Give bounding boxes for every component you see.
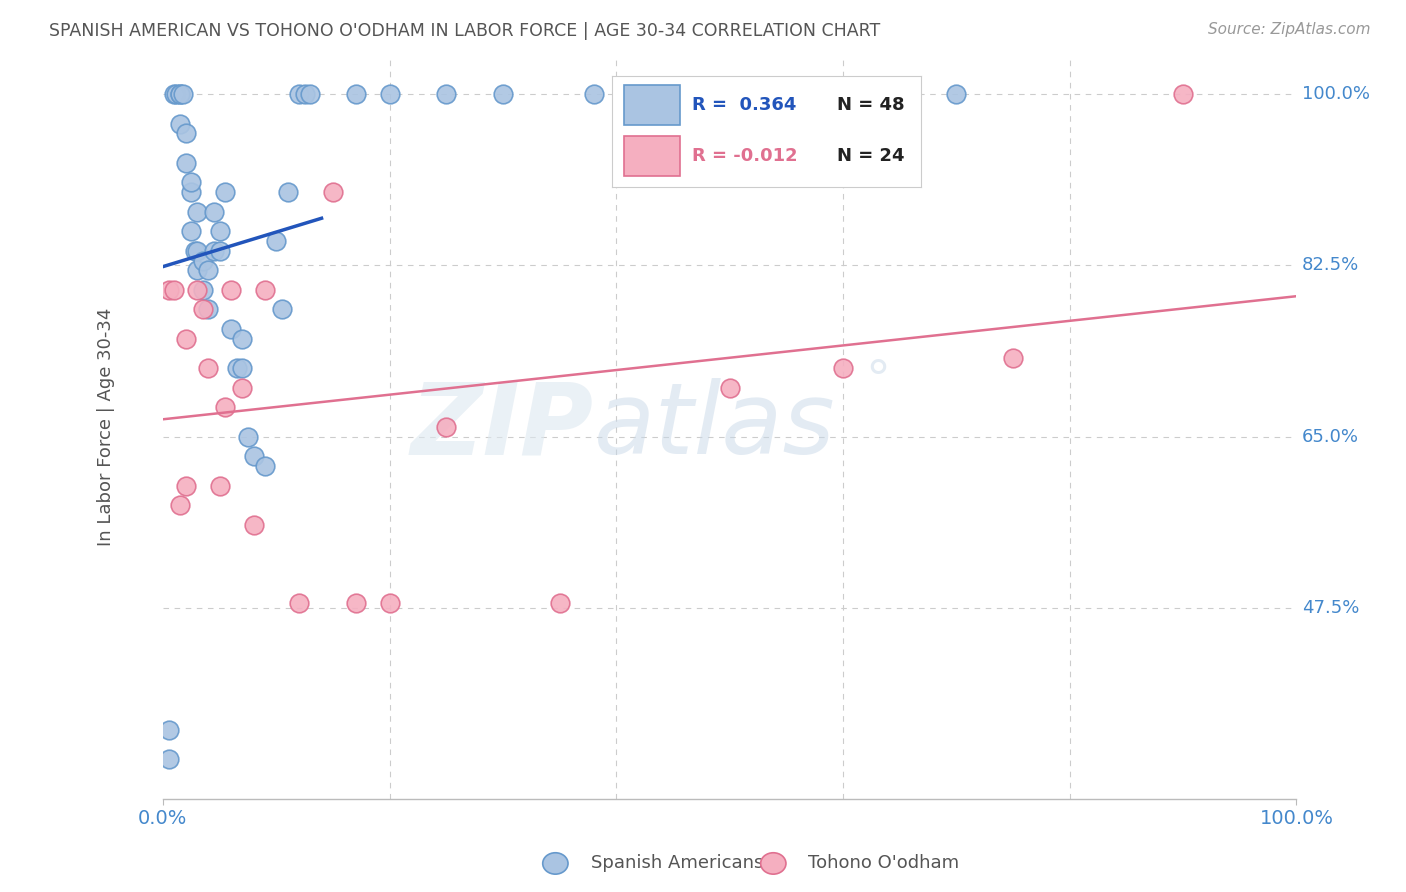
Point <box>163 87 186 102</box>
Point <box>299 87 322 102</box>
Point <box>157 283 180 297</box>
Point <box>294 87 316 102</box>
Point <box>180 224 202 238</box>
Text: 100.0%: 100.0% <box>1302 86 1369 103</box>
Text: Tohono O'odham: Tohono O'odham <box>808 855 959 872</box>
Text: R = -0.012: R = -0.012 <box>692 147 797 165</box>
Point <box>492 87 515 102</box>
Point <box>208 224 231 238</box>
Text: In Labor Force | Age 30-34: In Labor Force | Age 30-34 <box>97 308 115 546</box>
Point <box>186 283 208 297</box>
Point <box>231 361 253 376</box>
Point <box>434 87 457 102</box>
Point <box>174 155 197 169</box>
Point <box>191 302 214 317</box>
Point <box>253 458 276 473</box>
Point <box>344 87 367 102</box>
Point <box>264 234 287 248</box>
Point <box>270 302 292 317</box>
Point <box>231 332 253 346</box>
Point <box>236 429 259 443</box>
Point <box>322 185 344 199</box>
Point <box>288 87 311 102</box>
Point <box>165 87 187 102</box>
Point <box>180 185 202 199</box>
Point <box>242 517 264 532</box>
Point <box>718 87 741 102</box>
Point <box>169 498 191 512</box>
Point <box>718 381 741 395</box>
Point <box>169 87 191 102</box>
Point <box>186 204 208 219</box>
Point <box>197 302 219 317</box>
Text: Source: ZipAtlas.com: Source: ZipAtlas.com <box>1208 22 1371 37</box>
Point <box>548 596 571 610</box>
Point <box>219 283 242 297</box>
FancyBboxPatch shape <box>624 85 679 125</box>
Point <box>174 478 197 492</box>
Point <box>832 361 855 376</box>
Point <box>169 117 191 131</box>
Point <box>180 175 202 189</box>
Point <box>253 283 276 297</box>
Point <box>225 361 247 376</box>
Point <box>775 87 797 102</box>
Text: R =  0.364: R = 0.364 <box>692 95 796 114</box>
Point <box>214 401 236 415</box>
Text: atlas: atlas <box>593 378 835 475</box>
Text: 47.5%: 47.5% <box>1302 599 1360 616</box>
Point <box>157 723 180 737</box>
Point <box>197 361 219 376</box>
Point <box>191 253 214 268</box>
Text: 82.5%: 82.5% <box>1302 256 1360 275</box>
Text: SPANISH AMERICAN VS TOHONO O'ODHAM IN LABOR FORCE | AGE 30-34 CORRELATION CHART: SPANISH AMERICAN VS TOHONO O'ODHAM IN LA… <box>49 22 880 40</box>
Point <box>169 87 191 102</box>
Point <box>157 752 180 766</box>
Point <box>172 87 194 102</box>
Point <box>231 381 253 395</box>
Point <box>174 127 197 141</box>
Point <box>378 87 401 102</box>
Point <box>208 478 231 492</box>
Point <box>1002 351 1025 366</box>
Point <box>219 322 242 336</box>
Point <box>197 263 219 277</box>
Point <box>202 244 225 258</box>
Point <box>191 283 214 297</box>
Point <box>582 87 605 102</box>
FancyBboxPatch shape <box>624 136 679 177</box>
Point <box>186 263 208 277</box>
Text: °: ° <box>866 359 890 406</box>
Text: Spanish Americans: Spanish Americans <box>591 855 763 872</box>
Point <box>163 283 186 297</box>
Text: ZIP: ZIP <box>411 378 593 475</box>
Point <box>378 596 401 610</box>
Point <box>214 185 236 199</box>
Point <box>344 596 367 610</box>
Text: N = 24: N = 24 <box>838 147 905 165</box>
Point <box>277 185 299 199</box>
Point <box>183 244 205 258</box>
Point <box>1171 87 1194 102</box>
Point <box>434 420 457 434</box>
Text: 65.0%: 65.0% <box>1302 427 1360 446</box>
Point <box>832 87 855 102</box>
Point <box>945 87 967 102</box>
Point <box>208 244 231 258</box>
Point <box>202 204 225 219</box>
Point <box>242 449 264 463</box>
Point <box>186 244 208 258</box>
Text: N = 48: N = 48 <box>838 95 905 114</box>
Point <box>288 596 311 610</box>
Point <box>174 332 197 346</box>
